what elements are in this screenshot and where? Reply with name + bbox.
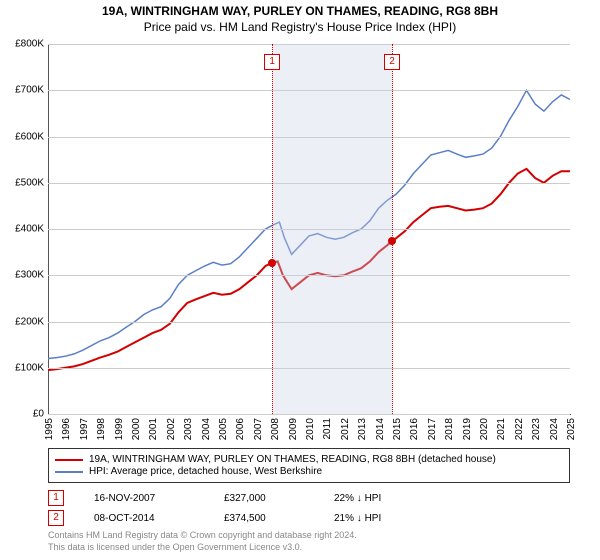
sales-table: 1 16-NOV-2007 £327,000 22% ↓ HPI 2 08-OCT-201… (48, 490, 570, 530)
x-tick-label: 2001 (148, 418, 159, 440)
x-tick-label: 2023 (531, 418, 542, 440)
x-tick-label: 2006 (235, 418, 246, 440)
sale-date: 16-NOV-2007 (94, 493, 194, 504)
x-tick-label: 2009 (288, 418, 299, 440)
sale-row-marker: 1 (48, 490, 64, 506)
sale-row: 2 08-OCT-2014 £374,500 21% ↓ HPI (48, 510, 570, 526)
sale-price: £374,500 (224, 513, 304, 524)
chart-title-main: 19A, WINTRINGHAM WAY, PURLEY ON THAMES, … (0, 4, 600, 18)
x-tick-label: 2010 (305, 418, 316, 440)
sale-row: 1 16-NOV-2007 £327,000 22% ↓ HPI (48, 490, 570, 506)
legend-swatch (55, 459, 83, 461)
legend-row: 19A, WINTRINGHAM WAY, PURLEY ON THAMES, … (55, 454, 563, 465)
sale-delta: 21% ↓ HPI (334, 513, 381, 524)
sale-vline (272, 44, 273, 414)
x-tick-label: 2025 (566, 418, 577, 440)
x-tick-label: 2013 (357, 418, 368, 440)
legend-label: HPI: Average price, detached house, West… (89, 466, 322, 477)
x-tick-label: 2005 (218, 418, 229, 440)
sale-price: £327,000 (224, 493, 304, 504)
x-tick-label: 1998 (96, 418, 107, 440)
chart-plot-area: £0£100K£200K£300K£400K£500K£600K£700K£80… (48, 44, 570, 414)
x-tick-label: 2024 (549, 418, 560, 440)
sale-row-marker: 2 (48, 510, 64, 526)
y-tick-label: £200K (15, 316, 44, 327)
ownership-shade-band (272, 44, 392, 414)
x-tick-label: 2003 (183, 418, 194, 440)
x-tick-label: 2014 (375, 418, 386, 440)
x-tick-label: 1997 (79, 418, 90, 440)
y-tick-label: £600K (15, 131, 44, 142)
footer-line2: This data is licensed under the Open Gov… (48, 542, 357, 554)
chart-title-sub: Price paid vs. HM Land Registry's House … (0, 20, 600, 34)
x-tick-label: 2000 (131, 418, 142, 440)
legend-swatch (55, 471, 83, 473)
footer-attribution: Contains HM Land Registry data © Crown c… (48, 530, 357, 553)
y-tick-label: £700K (15, 85, 44, 96)
sale-dot (388, 237, 396, 245)
x-tick-label: 2004 (201, 418, 212, 440)
legend-row: HPI: Average price, detached house, West… (55, 466, 563, 477)
x-tick-label: 1995 (44, 418, 55, 440)
x-tick-label: 1996 (61, 418, 72, 440)
legend-label: 19A, WINTRINGHAM WAY, PURLEY ON THAMES, … (89, 454, 496, 465)
x-tick-label: 2020 (479, 418, 490, 440)
sale-vline (392, 44, 393, 414)
y-tick-label: £300K (15, 270, 44, 281)
x-tick-label: 2007 (253, 418, 264, 440)
x-tick-label: 2022 (514, 418, 525, 440)
sale-dot (268, 259, 276, 267)
x-tick-label: 2018 (444, 418, 455, 440)
x-tick-label: 2021 (496, 418, 507, 440)
x-tick-label: 2015 (392, 418, 403, 440)
x-tick-label: 2012 (340, 418, 351, 440)
footer-line1: Contains HM Land Registry data © Crown c… (48, 530, 357, 542)
sale-date: 08-OCT-2014 (94, 513, 194, 524)
x-tick-label: 2002 (166, 418, 177, 440)
x-tick-label: 2016 (409, 418, 420, 440)
x-tick-label: 2011 (322, 418, 333, 440)
sale-marker-box: 2 (384, 54, 400, 70)
legend-box: 19A, WINTRINGHAM WAY, PURLEY ON THAMES, … (48, 448, 570, 483)
sale-marker-box: 1 (264, 54, 280, 70)
x-tick-label: 1999 (114, 418, 125, 440)
y-tick-label: £800K (15, 39, 44, 50)
gridline-h (48, 414, 570, 415)
x-tick-label: 2019 (462, 418, 473, 440)
y-tick-label: £500K (15, 177, 44, 188)
x-tick-label: 2008 (270, 418, 281, 440)
y-tick-label: £0 (33, 409, 44, 420)
sale-delta: 22% ↓ HPI (334, 493, 381, 504)
y-tick-label: £400K (15, 224, 44, 235)
y-tick-label: £100K (15, 362, 44, 373)
x-tick-label: 2017 (427, 418, 438, 440)
chart-title-block: 19A, WINTRINGHAM WAY, PURLEY ON THAMES, … (0, 0, 600, 34)
